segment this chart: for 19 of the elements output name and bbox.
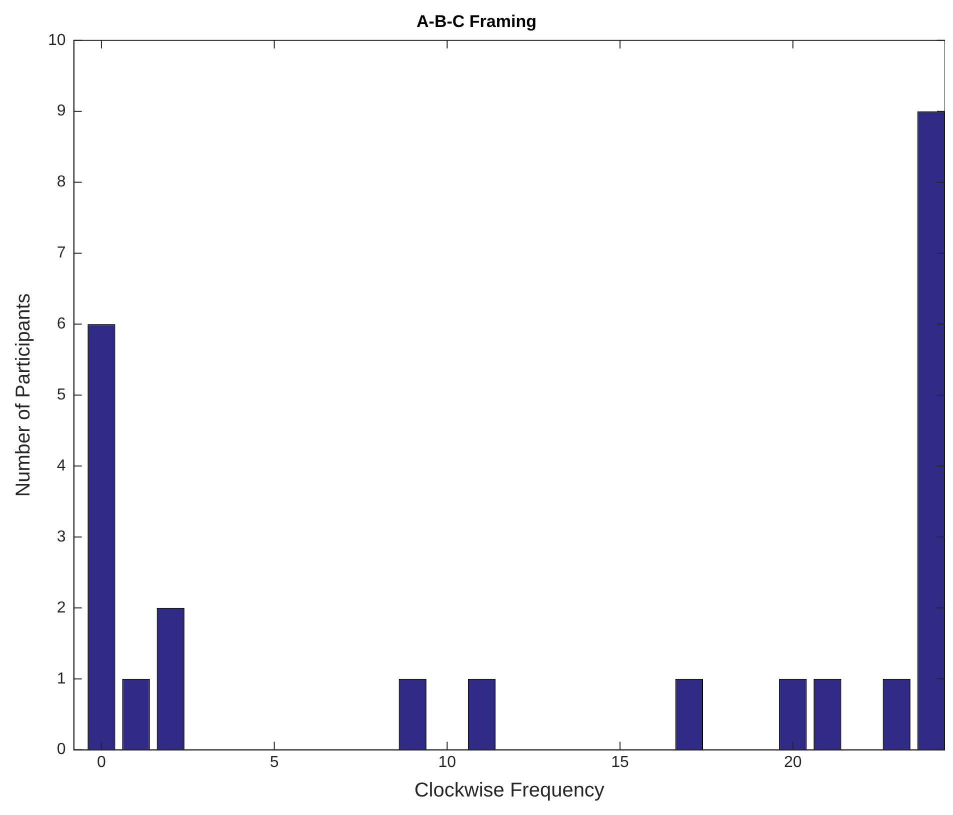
x-tick-label: 15: [611, 754, 630, 771]
x-tick-label: 10: [438, 754, 456, 771]
y-tick-label: 4: [56, 457, 66, 474]
y-tick-label: 3: [56, 528, 66, 546]
y-tick-label: 9: [56, 102, 66, 120]
x-axis-title: Clockwise Frequency: [414, 780, 604, 802]
y-tick-label: 8: [56, 174, 66, 191]
y-tick-label: 5: [56, 386, 66, 404]
chart-title: A-B-C Framing: [416, 12, 536, 31]
y-tick-label: 0: [56, 741, 66, 758]
y-tick-label: 2: [56, 599, 66, 616]
x-tick-label: 20: [784, 754, 802, 771]
x-tick-label: 5: [270, 754, 279, 771]
y-tick-label: 6: [56, 316, 66, 333]
y-axis-title: Number of Participants: [12, 293, 35, 497]
y-tick-label: 1: [56, 670, 66, 688]
y-tick-label: 10: [48, 32, 66, 49]
x-tick-label: 0: [97, 754, 106, 771]
y-tick-label: 7: [56, 244, 66, 262]
